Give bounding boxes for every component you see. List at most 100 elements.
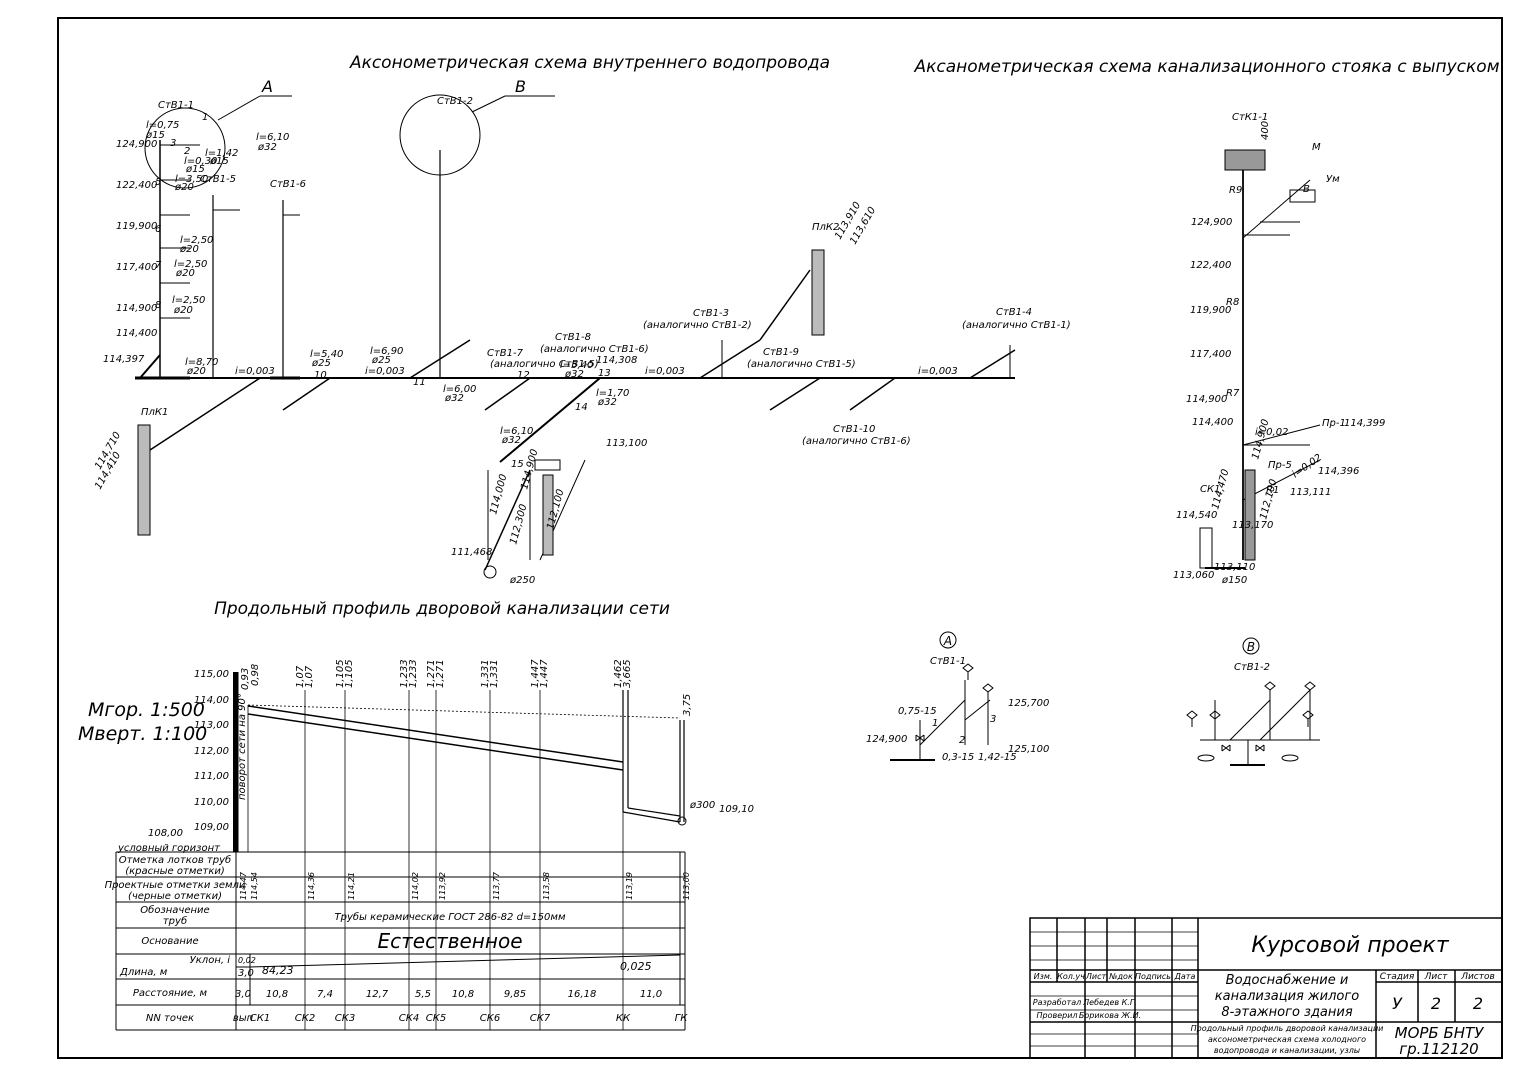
water-axonometry	[135, 94, 1016, 579]
svg-text:6: 6	[155, 224, 161, 235]
svg-text:5,5: 5,5	[415, 989, 431, 1000]
svg-text:1,331: 1,331	[489, 659, 500, 688]
svg-text:ø32: ø32	[257, 142, 277, 153]
svg-text:122,400: 122,400	[1190, 260, 1231, 271]
svg-text:12,7: 12,7	[366, 989, 389, 1000]
svg-text:Пр-5: Пр-5	[1268, 460, 1292, 471]
svg-text:СтВ1-5: СтВ1-5	[200, 174, 236, 185]
svg-text:0,93: 0,93	[240, 668, 251, 690]
svg-text:i=0,02: i=0,02	[1255, 427, 1288, 438]
svg-text:l=6,10: l=6,10	[500, 426, 533, 437]
svg-text:В: В	[1303, 184, 1310, 195]
svg-text:Мгор. 1:500: Мгор. 1:500	[88, 699, 205, 721]
svg-text:Кол.уч: Кол.уч	[1057, 972, 1085, 981]
svg-text:ø32: ø32	[597, 397, 617, 408]
svg-text:ø300: ø300	[689, 800, 715, 811]
svg-text:ø20: ø20	[179, 244, 199, 255]
svg-text:114,54: 114,54	[250, 872, 259, 900]
svg-text:Изм.: Изм.	[1034, 972, 1053, 981]
svg-text:ø250: ø250	[509, 575, 535, 586]
svg-text:114,399: 114,399	[1344, 418, 1385, 429]
svg-text:112,100: 112,100	[1258, 478, 1279, 521]
title-sewer-axon: Аксанометрическая схема канализационного…	[913, 57, 1499, 77]
svg-text:поворот сети на 90°: поворот сети на 90°	[237, 693, 248, 800]
svg-text:l=0,30: l=0,30	[184, 156, 217, 167]
svg-text:11: 11	[413, 377, 426, 388]
svg-text:Проверил: Проверил	[1036, 1011, 1077, 1020]
profile-pipe	[247, 690, 687, 1030]
svg-text:ø15: ø15	[185, 164, 205, 175]
svg-text:110,00: 110,00	[194, 797, 229, 808]
svg-text:1,105: 1,105	[335, 659, 346, 688]
svg-text:124,900: 124,900	[866, 734, 907, 745]
svg-text:9,85: 9,85	[504, 989, 526, 1000]
svg-text:1,42-15: 1,42-15	[978, 752, 1017, 763]
svg-text:7: 7	[155, 260, 162, 271]
svg-text:СтВ1-1: СтВ1-1	[930, 656, 966, 667]
svg-text:1: 1	[932, 718, 938, 729]
svg-text:2: 2	[1473, 994, 1483, 1013]
svg-text:В: В	[1247, 640, 1255, 654]
svg-text:1,331: 1,331	[480, 659, 491, 688]
svg-text:Курсовой проект: Курсовой проект	[1251, 933, 1450, 958]
svg-text:(красные отметки): (красные отметки)	[125, 866, 225, 877]
svg-text:3,0: 3,0	[238, 968, 254, 979]
svg-text:аксонометрическая схема холодн: аксонометрическая схема холодного	[1208, 1035, 1366, 1044]
svg-text:13: 13	[598, 368, 611, 379]
svg-text:1,271: 1,271	[435, 659, 446, 688]
svg-text:СтВ1-9: СтВ1-9	[763, 347, 799, 358]
svg-text:0,98: 0,98	[250, 664, 261, 686]
svg-text:108,00: 108,00	[148, 828, 183, 839]
svg-text:(аналогично СтВ1-6): (аналогично СтВ1-6)	[540, 344, 649, 355]
svg-text:СК2: СК2	[295, 1013, 315, 1024]
svg-text:114,400: 114,400	[1192, 417, 1233, 428]
svg-text:ø20: ø20	[173, 305, 193, 316]
svg-text:Листов: Листов	[1460, 972, 1495, 982]
svg-text:КК: КК	[616, 1013, 631, 1024]
svg-text:125,700: 125,700	[1008, 698, 1049, 709]
svg-text:СК1: СК1	[250, 1013, 270, 1024]
svg-text:СтВ1-8: СтВ1-8	[555, 332, 591, 343]
svg-text:Естественное: Естественное	[377, 929, 522, 953]
svg-text:СК3: СК3	[335, 1013, 355, 1024]
svg-text:3,0: 3,0	[235, 989, 251, 1000]
sewer-labels: СтК1-1 400 124,900 122,400 119,900 117,4…	[1173, 112, 1385, 586]
svg-text:R9: R9	[1229, 185, 1242, 196]
svg-text:8: 8	[155, 300, 161, 311]
svg-text:СтВ1-2: СтВ1-2	[1234, 662, 1270, 673]
svg-text:2: 2	[1431, 994, 1441, 1013]
svg-text:l=6,10: l=6,10	[256, 132, 289, 143]
svg-text:ø20: ø20	[175, 268, 195, 279]
svg-text:R7: R7	[1226, 388, 1240, 399]
svg-text:0,02: 0,02	[238, 956, 256, 965]
svg-text:124,900: 124,900	[1191, 217, 1232, 228]
svg-text:ПлК1: ПлК1	[141, 407, 168, 418]
svg-text:84,23: 84,23	[262, 964, 294, 977]
svg-text:условный горизонт: условный горизонт	[117, 843, 221, 854]
svg-text:ø20: ø20	[186, 366, 206, 377]
svg-text:7,4: 7,4	[317, 989, 333, 1000]
svg-text:l=1,70: l=1,70	[596, 388, 629, 399]
svg-text:СК4: СК4	[399, 1013, 419, 1024]
svg-text:вып: вып	[233, 1013, 254, 1024]
svg-text:3: 3	[170, 138, 176, 149]
svg-text:3,75: 3,75	[682, 694, 693, 716]
profile-axis: 115,00 114,00 113,00 112,00 111,00 110,0…	[117, 669, 248, 854]
svg-text:СтВ1-10: СтВ1-10	[833, 424, 875, 435]
svg-text:СтК1-1: СтК1-1	[1232, 112, 1268, 123]
svg-text:0,75-15: 0,75-15	[898, 706, 937, 717]
title-block-text: Курсовой проект Изм. Кол.уч Лист №док По…	[1033, 933, 1495, 1058]
svg-text:Длина, м: Длина, м	[119, 967, 168, 978]
svg-text:ø25: ø25	[311, 358, 331, 369]
svg-text:ø32: ø32	[501, 435, 521, 446]
svg-text:труб: труб	[163, 915, 187, 927]
sheet-frame	[57, 17, 1503, 1059]
svg-text:СтВ1-7: СтВ1-7	[487, 348, 524, 359]
svg-text:12: 12	[517, 370, 530, 381]
svg-text:2: 2	[184, 146, 190, 157]
svg-text:113,92: 113,92	[438, 872, 447, 900]
svg-text:119,900: 119,900	[1190, 305, 1231, 316]
svg-text:l=6,00: l=6,00	[443, 384, 476, 395]
svg-text:114,000: 114,000	[488, 473, 509, 516]
svg-text:125,100: 125,100	[1008, 744, 1049, 755]
